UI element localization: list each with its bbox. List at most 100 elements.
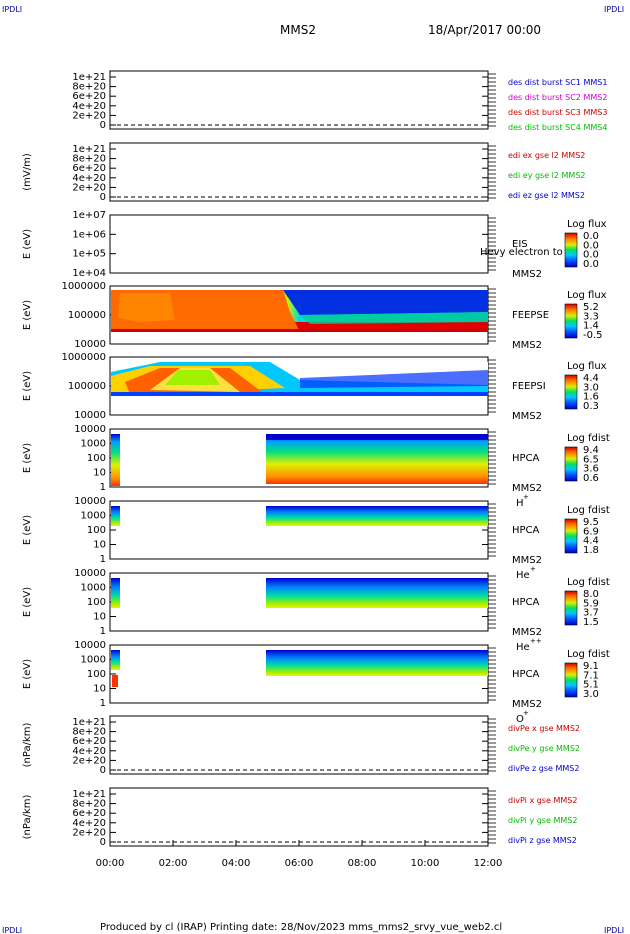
y-axis-label: E (eV) bbox=[22, 371, 33, 401]
y-tick-label: 6e+20 bbox=[72, 163, 106, 174]
legend-entry: divPi x gse MMS2 bbox=[508, 796, 577, 805]
colorbar-tick: 7.1 bbox=[583, 670, 599, 681]
species-label: He bbox=[516, 642, 530, 653]
panel-frame bbox=[109, 715, 489, 775]
y-axis-label: E (eV) bbox=[22, 659, 33, 689]
instrument-label: HPCA bbox=[512, 453, 540, 464]
y-tick-label: 1 bbox=[100, 554, 106, 565]
colorbar-title: Log flux bbox=[567, 219, 607, 230]
colorbar-tick: 9.1 bbox=[583, 661, 599, 672]
y-tick-label: 1e+21 bbox=[72, 717, 106, 728]
legend-entry: edi ex gse l2 MMS2 bbox=[508, 151, 585, 160]
spectrogram-fills bbox=[111, 290, 488, 687]
overlay-label: Hevy electron to bbox=[480, 247, 563, 258]
y-tick-label: 8e+20 bbox=[72, 154, 106, 165]
colorbar-tick: 1.5 bbox=[583, 617, 599, 628]
y-tick-label: 0 bbox=[100, 120, 106, 131]
panel-frame bbox=[109, 787, 489, 847]
spacecraft-label: MMS2 bbox=[512, 627, 542, 638]
colorbar bbox=[564, 232, 578, 268]
hpca-heplusplus-spectrogram bbox=[111, 578, 488, 608]
y-axis-label: (mV/m) bbox=[22, 153, 33, 191]
colorbar-tick: 5.1 bbox=[583, 680, 599, 691]
corner-tag-top-right: IPDLI bbox=[604, 5, 624, 14]
colorbar-tick: 5.2 bbox=[583, 302, 599, 313]
colorbar-title: Log fdist bbox=[567, 505, 610, 516]
spacecraft-label: MMS2 bbox=[512, 555, 542, 566]
colorbar-tick: 3.0 bbox=[583, 689, 599, 700]
colorbar-tick: 0.0 bbox=[583, 231, 599, 242]
x-tick-label: 08:00 bbox=[348, 858, 377, 869]
y-tick-label: 4e+20 bbox=[72, 101, 106, 112]
colorbar-tick: 0.0 bbox=[583, 250, 599, 261]
colorbar-tick: 0.3 bbox=[583, 401, 599, 412]
colorbar-tick: 0.6 bbox=[583, 473, 599, 484]
y-tick-label: 10000 bbox=[74, 339, 106, 350]
y-tick-label: 6e+20 bbox=[72, 808, 106, 819]
instrument-label: HPCA bbox=[512, 597, 540, 608]
panel-frame bbox=[109, 142, 489, 202]
y-tick-label: 100 bbox=[87, 597, 106, 608]
x-tick-label: 04:00 bbox=[222, 858, 251, 869]
hpca-h-spectrogram bbox=[111, 434, 488, 486]
y-tick-label: 8e+20 bbox=[72, 799, 106, 810]
legend-entry: edi ez gse l2 MMS2 bbox=[508, 191, 585, 200]
feepse-spectrogram bbox=[111, 290, 488, 332]
spacecraft-label: MMS2 bbox=[512, 269, 542, 280]
legend-entry: edi ey gse l2 MMS2 bbox=[508, 171, 586, 180]
y-tick-label: 4e+20 bbox=[72, 746, 106, 757]
y-tick-label: 1000000 bbox=[61, 352, 106, 363]
y-axis-label: (nPa/km) bbox=[22, 723, 33, 768]
x-tick-label: 02:00 bbox=[159, 858, 188, 869]
y-tick-label: 1 bbox=[100, 626, 106, 637]
footer-credits: Produced by cl (IRAP) Printing date: 28/… bbox=[100, 922, 502, 933]
colorbar-tick: 4.4 bbox=[583, 373, 599, 384]
x-tick-label: 10:00 bbox=[411, 858, 440, 869]
corner-tag-bottom-left: IPDLI bbox=[2, 926, 22, 934]
colorbar bbox=[564, 518, 578, 554]
y-tick-label: 100000 bbox=[68, 381, 106, 392]
y-tick-label: 2e+20 bbox=[72, 827, 106, 838]
species-label: O bbox=[516, 714, 524, 725]
y-tick-label: 1000 bbox=[81, 439, 106, 450]
y-tick-label: 100 bbox=[87, 525, 106, 536]
y-tick-label: 10 bbox=[93, 468, 106, 479]
colorbar bbox=[564, 662, 578, 698]
species-label: H bbox=[516, 498, 524, 509]
colorbar-tick: 1.8 bbox=[583, 545, 599, 556]
y-axis-label: E (eV) bbox=[22, 443, 33, 473]
colorbar-tick: 6.9 bbox=[583, 526, 599, 537]
colorbar-tick: 3.3 bbox=[583, 311, 599, 322]
y-tick-label: 2e+20 bbox=[72, 755, 106, 766]
y-tick-label: 1e+07 bbox=[72, 210, 106, 221]
date-title: 18/Apr/2017 00:00 bbox=[428, 23, 541, 37]
hpca-o-spectrogram bbox=[111, 650, 488, 687]
colorbar-tick: 5.9 bbox=[583, 598, 599, 609]
y-tick-label: 1 bbox=[100, 698, 106, 709]
y-tick-label: 10 bbox=[93, 540, 106, 551]
y-axis-label: (nPa/km) bbox=[22, 795, 33, 840]
y-tick-label: 1 bbox=[100, 482, 106, 493]
x-tick-label: 12:00 bbox=[474, 858, 503, 869]
y-tick-label: 8e+20 bbox=[72, 82, 106, 93]
legend-entry: des dist burst SC3 MMS3 bbox=[508, 108, 607, 117]
colorbar bbox=[564, 446, 578, 482]
legend-entry: divPi y gse MMS2 bbox=[508, 816, 577, 825]
y-axis-label: E (eV) bbox=[22, 587, 33, 617]
x-tick-label: 06:00 bbox=[285, 858, 314, 869]
y-tick-label: 4e+20 bbox=[72, 818, 106, 829]
feepsi-spectrogram bbox=[111, 362, 488, 396]
y-tick-label: 10 bbox=[93, 612, 106, 623]
y-tick-label: 1e+21 bbox=[72, 789, 106, 800]
colorbar bbox=[564, 374, 578, 410]
instrument-label: FEEPSE bbox=[512, 310, 549, 321]
panel-6: 1 10 100 1000 10000 E (eV) HPCA MMS2 H+ Log fdist… bbox=[22, 424, 610, 509]
colorbar-tick: 9.4 bbox=[583, 445, 599, 456]
colorbar-tick: -0.5 bbox=[583, 330, 603, 341]
y-tick-label: 8e+20 bbox=[72, 727, 106, 738]
y-tick-label: 4e+20 bbox=[72, 173, 106, 184]
